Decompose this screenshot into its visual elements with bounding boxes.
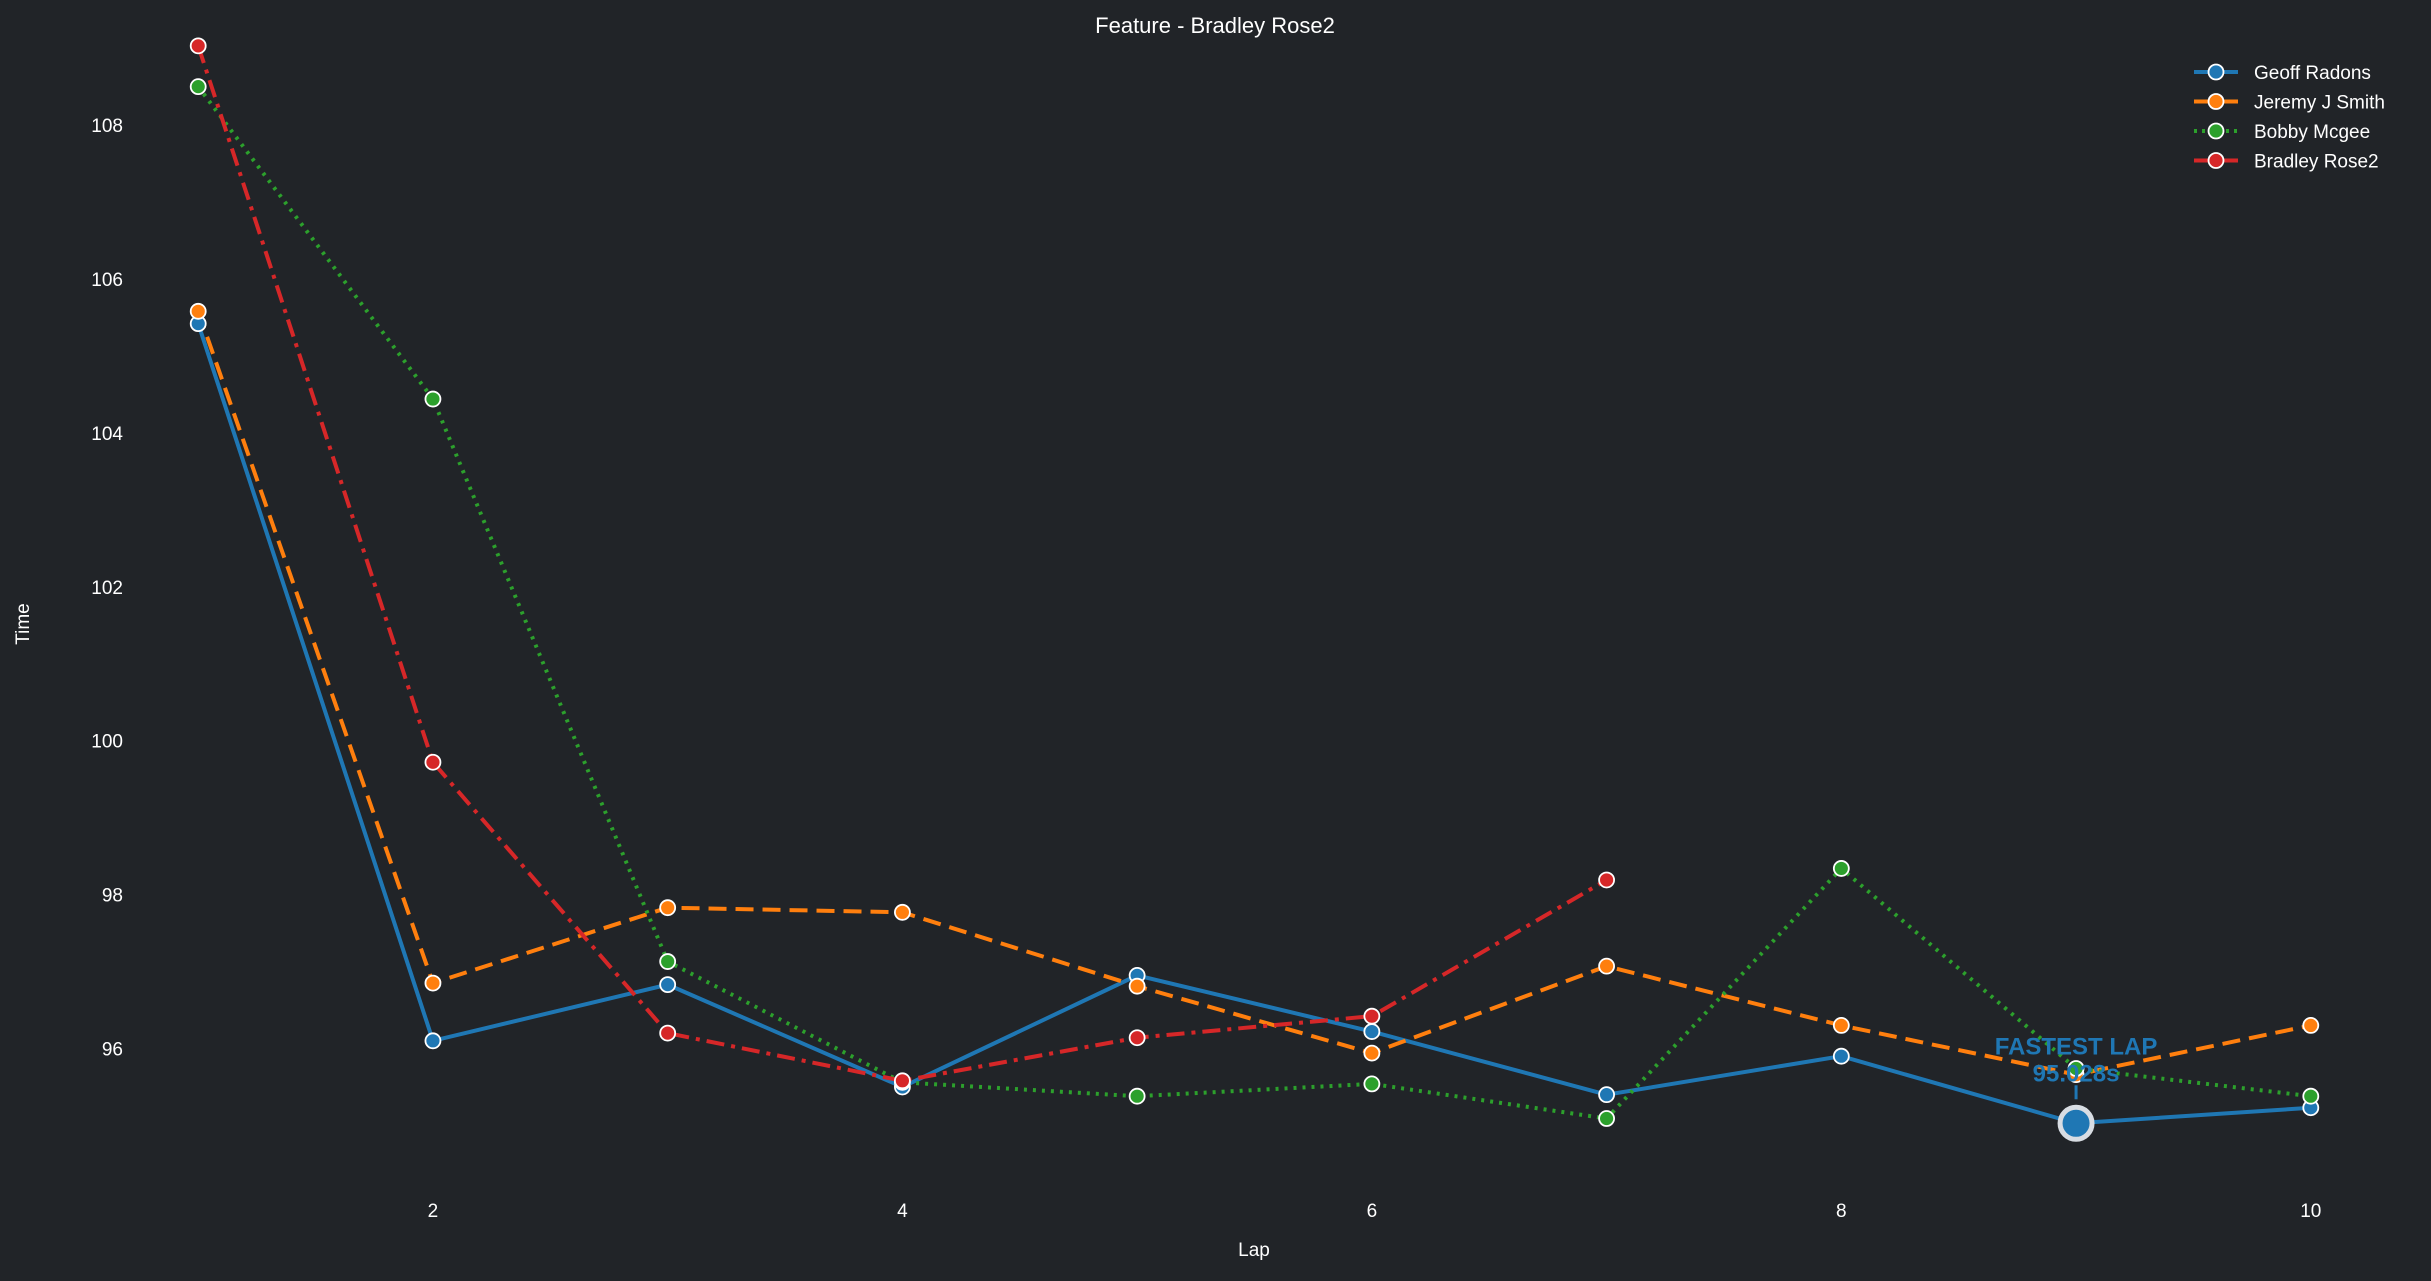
data-point bbox=[2067, 1060, 2085, 1077]
series-line-bobby-mcgee bbox=[196, 85, 2312, 1121]
x-axis-label: Lap bbox=[1238, 1240, 1270, 1261]
legend-label: Bobby Mcgee bbox=[2254, 122, 2370, 143]
data-point bbox=[1363, 1023, 1381, 1040]
data-point bbox=[1128, 1029, 1146, 1047]
data-point bbox=[659, 976, 677, 994]
data-point bbox=[894, 903, 911, 921]
data-point bbox=[659, 1024, 677, 1042]
legend-label: Geoff Radons bbox=[2254, 63, 2371, 84]
y-axis-label: Time bbox=[13, 603, 34, 645]
y-tick-label: 96 bbox=[102, 1039, 123, 1060]
data-point bbox=[1363, 1007, 1381, 1025]
y-tick-label: 106 bbox=[91, 270, 123, 291]
x-tick-label: 10 bbox=[2300, 1201, 2321, 1222]
legend-marker bbox=[2207, 93, 2225, 110]
legend-marker bbox=[2207, 63, 2225, 81]
legend-label: Bradley Rose2 bbox=[2254, 152, 2379, 173]
data-point bbox=[659, 953, 677, 970]
data-point bbox=[1598, 1086, 1615, 1104]
fastest-lap-marker bbox=[2057, 1104, 2095, 1142]
data-point bbox=[424, 390, 442, 408]
legend-marker bbox=[2207, 122, 2225, 140]
data-point bbox=[424, 753, 442, 771]
data-point bbox=[1598, 1110, 1615, 1127]
data-point bbox=[2302, 1017, 2320, 1034]
data-point bbox=[659, 899, 677, 917]
x-tick-label: 6 bbox=[1367, 1201, 1378, 1222]
y-tick-label: 108 bbox=[91, 116, 123, 137]
y-tick-label: 100 bbox=[91, 732, 123, 753]
x-tick-label: 8 bbox=[1836, 1201, 1847, 1222]
data-point bbox=[1128, 1087, 1146, 1105]
data-point bbox=[1598, 957, 1615, 975]
data-point bbox=[189, 78, 207, 96]
fastest-lap-title: FASTEST LAP bbox=[1995, 1033, 2158, 1060]
data-point bbox=[1363, 1044, 1381, 1062]
x-tick-label: 2 bbox=[428, 1201, 439, 1222]
data-point bbox=[894, 1072, 911, 1090]
data-point bbox=[1832, 1017, 1850, 1034]
data-point bbox=[424, 1032, 442, 1050]
series-line-bradley-rose2 bbox=[196, 45, 1608, 1083]
data-point bbox=[1363, 1075, 1381, 1093]
x-tick-label: 4 bbox=[897, 1201, 908, 1222]
legend-label: Jeremy J Smith bbox=[2254, 93, 2385, 114]
y-tick-label: 98 bbox=[102, 886, 123, 907]
data-point bbox=[189, 302, 207, 320]
y-tick-label: 102 bbox=[91, 578, 123, 599]
fastest-lap-value: 95.028s bbox=[2033, 1060, 2120, 1087]
legend-marker bbox=[2207, 152, 2225, 169]
y-tick-label: 104 bbox=[91, 424, 123, 445]
data-point bbox=[1598, 871, 1615, 889]
series-line-jeremy-j-smith bbox=[196, 310, 2312, 1077]
chart-title: Feature - Bradley Rose2 bbox=[1095, 13, 1335, 38]
data-point bbox=[1832, 1047, 1850, 1065]
data-point bbox=[1832, 860, 1850, 877]
data-point bbox=[1128, 977, 1146, 995]
data-point bbox=[2302, 1087, 2320, 1105]
series-line-geoff-radons bbox=[196, 323, 2311, 1126]
data-point bbox=[189, 37, 207, 55]
data-point bbox=[424, 974, 442, 992]
